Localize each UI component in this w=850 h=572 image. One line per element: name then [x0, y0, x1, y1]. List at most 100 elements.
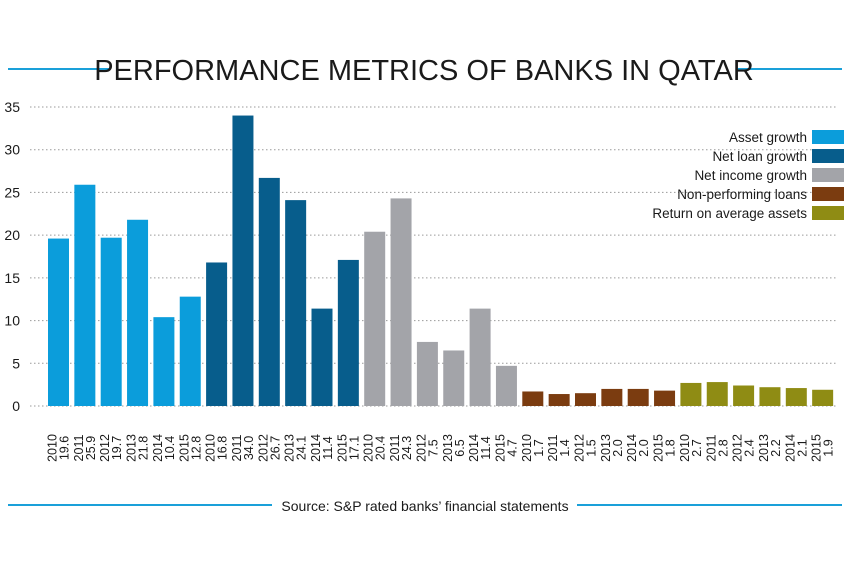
bar: [127, 219, 149, 406]
data-label: 24.1: [295, 436, 309, 460]
x-tick-label: 2010: [204, 434, 218, 462]
y-axis: 0 5 10 15 20 25 30 35: [4, 99, 20, 414]
x-tick-label: 2011: [72, 435, 86, 462]
data-label: 1.8: [664, 439, 678, 456]
x-tick-label: 2011: [546, 435, 560, 462]
x-tick-label: 2012: [414, 434, 428, 462]
y-tick-label: 10: [4, 313, 20, 329]
x-tick-label: 2014: [625, 434, 639, 462]
x-tick-label: 2013: [757, 434, 771, 462]
data-label: 24.3: [400, 436, 414, 460]
data-label: 34.0: [242, 436, 256, 460]
data-label: 11.4: [321, 436, 335, 459]
data-label: 6.5: [453, 439, 467, 456]
x-tick-label: 2014: [783, 434, 797, 462]
legend: Asset growth Net loan growth Net income gr…: [652, 130, 844, 221]
x-tick-label: 2015: [493, 434, 507, 462]
data-label: 1.4: [558, 439, 572, 456]
data-label: 19.6: [58, 436, 72, 460]
bar: [153, 317, 175, 406]
legend-label: Net loan growth: [712, 149, 807, 164]
bar: [337, 259, 359, 406]
x-tick-label: 2013: [283, 434, 297, 462]
legend-label: Return on average assets: [652, 206, 807, 221]
data-label: 2.7: [690, 439, 704, 456]
source-note: Source: S&P rated banks’ financial state…: [281, 498, 568, 514]
x-tick-label: 2010: [520, 434, 534, 462]
y-tick-label: 30: [4, 142, 20, 158]
x-tick-label: 2010: [678, 434, 692, 462]
data-label: 2.1: [795, 439, 809, 456]
bar: [575, 393, 596, 406]
bar: [785, 388, 807, 406]
bar: [548, 394, 570, 406]
y-tick-label: 0: [12, 398, 20, 414]
bar: [416, 341, 438, 406]
data-label: 2.2: [769, 439, 783, 456]
bar: [627, 388, 649, 406]
bar: [258, 177, 280, 406]
data-label: 2.0: [637, 439, 651, 456]
data-label: 25.9: [84, 436, 98, 460]
bar: [495, 365, 517, 406]
bar: [48, 238, 69, 406]
x-tick-label: 2010: [362, 434, 376, 462]
bar: [285, 200, 307, 406]
data-label: 10.4: [163, 436, 177, 460]
bar: [733, 385, 755, 406]
bar: [680, 382, 702, 406]
data-label: 2.4: [743, 439, 757, 456]
bar: [706, 382, 728, 406]
y-tick-label: 5: [12, 355, 20, 371]
bar: [522, 391, 544, 406]
data-label: 7.5: [426, 439, 440, 456]
data-label: 12.8: [189, 436, 203, 460]
legend-swatch: [812, 168, 844, 182]
bar: [206, 262, 228, 406]
x-tick-label: 2015: [335, 434, 349, 462]
bar: [759, 387, 781, 406]
data-label: 20.4: [374, 436, 388, 460]
y-tick-label: 35: [4, 99, 20, 115]
bar: [601, 388, 623, 406]
legend-label: Net income growth: [694, 168, 807, 183]
bar: [469, 308, 491, 406]
data-label: 19.7: [110, 436, 124, 460]
bar: [364, 231, 386, 406]
x-tick-label: 2012: [731, 434, 745, 462]
legend-swatch: [812, 187, 844, 201]
data-label: 26.7: [268, 436, 282, 460]
data-label: 16.8: [216, 436, 230, 460]
data-label: 17.1: [347, 436, 361, 460]
data-label: 21.8: [137, 436, 151, 460]
bar: [311, 308, 333, 406]
legend-swatch: [812, 149, 844, 163]
x-tick-label: 2014: [467, 434, 481, 462]
data-label: 2.0: [611, 439, 625, 456]
legend-swatch: [812, 130, 844, 144]
x-tick-label: 2011: [230, 435, 244, 462]
chart-title: PERFORMANCE METRICS OF BANKS IN QATAR: [94, 55, 754, 87]
x-tick-label: 2013: [599, 434, 613, 462]
y-tick-label: 20: [4, 227, 20, 243]
x-tick-label: 2012: [256, 434, 270, 462]
bar: [390, 198, 412, 406]
data-label: 2.8: [716, 439, 730, 456]
x-tick-label: 2013: [125, 434, 139, 462]
x-tick-label: 2015: [177, 434, 191, 462]
x-tick-label: 2012: [573, 434, 587, 462]
data-label: 4.7: [505, 439, 519, 456]
legend-label: Non-performing loans: [677, 187, 807, 202]
data-label: 1.7: [532, 439, 546, 456]
bar: [100, 237, 122, 406]
bar: [812, 389, 834, 406]
bar: [654, 390, 676, 406]
x-tick-label: 2015: [652, 434, 666, 462]
x-tick-label: 2014: [151, 434, 165, 462]
bar: [179, 296, 201, 406]
data-label: 11.4: [479, 436, 493, 459]
legend-swatch: [812, 206, 844, 220]
data-label: 1.9: [822, 439, 836, 456]
